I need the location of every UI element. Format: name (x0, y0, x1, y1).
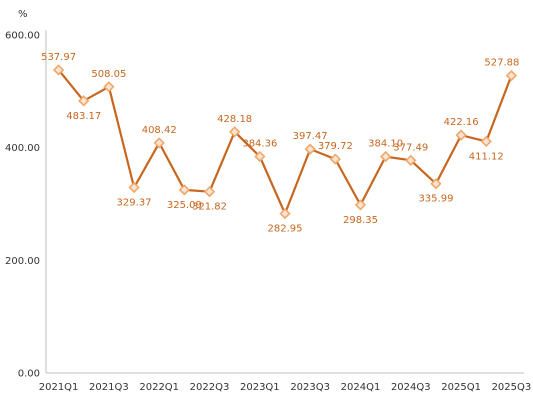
data-label: 384.10 (368, 139, 403, 150)
data-label: 508.05 (91, 69, 126, 80)
data-point (78, 95, 90, 107)
data-point (153, 137, 165, 149)
x-axis: 2021Q1 2021Q3 2022Q1 2022Q3 2023Q1 2023Q3 2024… (39, 372, 532, 393)
x-tick-label: 2022Q1 (139, 382, 179, 393)
y-tick-label: 400.00 (5, 143, 40, 154)
y-unit-label: % (18, 9, 28, 20)
data-label: 411.12 (469, 151, 504, 162)
data-point (405, 154, 417, 166)
series-line (57, 69, 513, 215)
data-point (329, 153, 341, 165)
data-label: 282.95 (268, 224, 303, 235)
data-point (178, 184, 190, 196)
data-label: 329.37 (117, 197, 152, 208)
data-point (103, 81, 115, 93)
data-label: 377.49 (393, 142, 428, 153)
data-label: 483.17 (66, 111, 101, 122)
data-point (505, 69, 518, 82)
data-label: 537.97 (41, 52, 76, 63)
data-label: 335.99 (418, 194, 453, 205)
data-label: 527.88 (484, 58, 519, 69)
data-point (304, 143, 316, 155)
data-label: 422.16 (444, 117, 479, 128)
x-tick-label: 2023Q1 (240, 382, 280, 393)
y-tick-label: 200.00 (5, 256, 40, 267)
data-point (128, 181, 140, 194)
data-label: 325.09 (167, 200, 202, 211)
data-labels: 537.97 483.17 508.05 329.37 408.42 325.09321.… (41, 52, 519, 235)
x-tick-label: 2021Q3 (89, 382, 129, 393)
x-tick-label: 2024Q3 (391, 382, 431, 393)
x-tick-label: 2025Q1 (441, 382, 481, 393)
y-tick-label: 600.00 (5, 31, 40, 42)
data-point (52, 64, 65, 76)
data-label: 298.35 (343, 215, 378, 226)
data-point (254, 150, 266, 163)
data-label: 408.42 (142, 125, 177, 136)
x-tick-label: 2025Q3 (492, 382, 532, 393)
y-tick-label: 0.00 (18, 369, 40, 380)
data-point (380, 150, 392, 163)
data-label: 321.82 (192, 202, 227, 213)
data-point (279, 207, 291, 220)
x-tick-label: 2021Q1 (39, 382, 79, 393)
data-point (480, 135, 492, 148)
data-point (203, 186, 216, 198)
data-point (455, 129, 467, 141)
y-axis: 0.00 200.00 400.00 600.00 (5, 30, 47, 380)
x-tick-label: 2024Q1 (341, 382, 381, 393)
data-point (354, 199, 367, 211)
series-group (52, 64, 518, 220)
x-tick-label: 2022Q3 (190, 382, 230, 393)
data-point (229, 126, 241, 138)
x-tick-label: 2023Q3 (290, 382, 330, 393)
data-label: 379.72 (318, 141, 353, 152)
data-point (430, 178, 442, 190)
data-label: 384.36 (242, 138, 277, 149)
data-label: 397.47 (293, 131, 328, 142)
data-label: 428.18 (217, 114, 252, 125)
